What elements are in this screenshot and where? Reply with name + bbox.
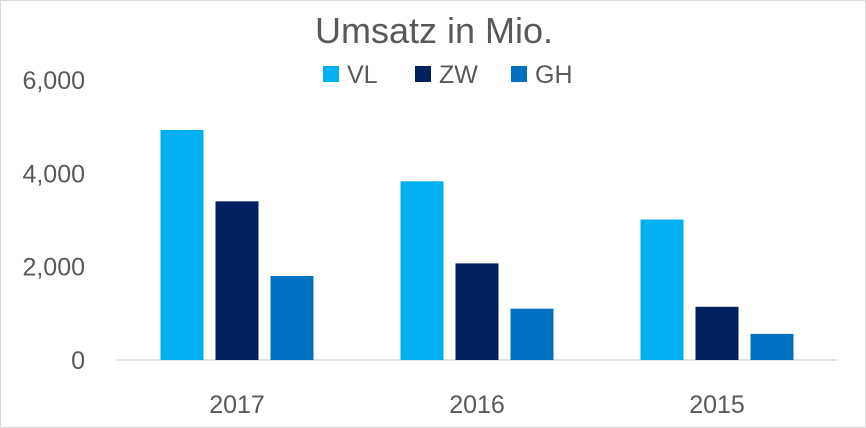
bar-gh-2017 (270, 276, 314, 360)
bar-vl-2017 (160, 129, 204, 360)
bar-gh-2016 (510, 308, 554, 360)
y-tick-label: 6,000 (22, 67, 85, 95)
x-tick-label: 2015 (689, 391, 745, 419)
y-tick-label: 0 (71, 347, 85, 375)
bar-gh-2015 (750, 333, 794, 360)
legend-label-gh: GH (535, 61, 573, 89)
legend-swatch-zw (415, 66, 431, 82)
bar-vl-2015 (640, 219, 684, 360)
x-tick-label: 2016 (449, 391, 505, 419)
bar-zw-2015 (695, 306, 739, 360)
bar-group (160, 129, 794, 360)
bar-vl-2016 (400, 181, 444, 360)
x-tick-label: 2017 (209, 391, 265, 419)
legend-swatch-gh (511, 66, 527, 82)
legend-swatch-vl (323, 66, 339, 82)
y-tick-label: 4,000 (22, 160, 85, 188)
y-tick-label: 2,000 (22, 254, 85, 282)
legend-label-zw: ZW (439, 61, 478, 89)
bar-zw-2016 (455, 263, 499, 360)
chart-title: Umsatz in Mio. (315, 10, 553, 51)
y-axis-ticks: 0 2,000 4,000 6,000 (22, 67, 85, 375)
chart-legend: VL ZW GH (323, 61, 573, 89)
legend-label-vl: VL (347, 61, 378, 89)
bar-zw-2017 (215, 201, 259, 360)
x-axis-ticks: 2017 2016 2015 (209, 391, 745, 419)
